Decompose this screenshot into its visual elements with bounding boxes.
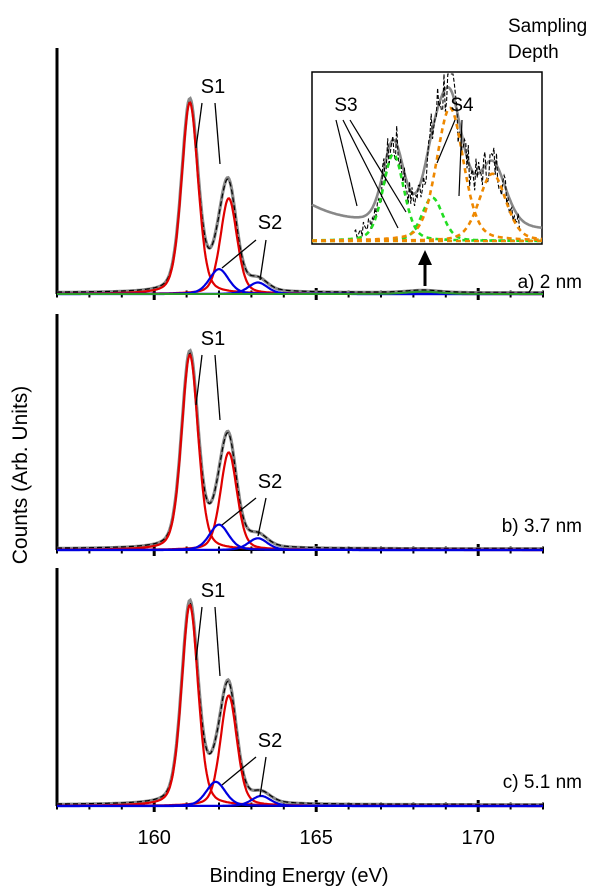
x-tick-label: 165 xyxy=(300,827,333,849)
inset-leader-line xyxy=(436,119,456,164)
raw-data-curve xyxy=(57,100,543,293)
s2-label: S2 xyxy=(258,212,282,234)
s1-label: S1 xyxy=(201,328,225,350)
inset-leader-line xyxy=(458,119,463,197)
sampling-depth-label-line1: Sampling xyxy=(508,16,587,37)
x-tick-label: 160 xyxy=(138,827,171,849)
leader-line xyxy=(195,354,203,406)
leader-line xyxy=(259,756,267,797)
raw-data-curve xyxy=(57,352,543,549)
s2-component-2 xyxy=(57,794,543,808)
s1-component-2 xyxy=(57,694,543,808)
leader-line xyxy=(195,102,203,149)
inset-raw-data xyxy=(354,73,522,239)
depth-label: b) 3.7 nm xyxy=(502,516,582,537)
s3-label: S3 xyxy=(334,95,357,116)
leader-line xyxy=(221,239,257,269)
leader-line xyxy=(257,497,267,537)
s4-label: S4 xyxy=(450,95,474,116)
envelope-curve xyxy=(57,597,543,807)
depth-label: c) 5.1 nm xyxy=(503,772,582,793)
leader-line xyxy=(221,756,257,786)
y-axis-label: Counts (Arb. Units) xyxy=(9,386,32,565)
sampling-depth-label-line2: Depth xyxy=(508,42,559,63)
s1-label: S1 xyxy=(201,76,225,98)
s2-component-2 xyxy=(57,537,543,552)
s2-label: S2 xyxy=(258,471,282,493)
leader-line xyxy=(214,102,221,165)
inset-leader-line xyxy=(335,119,358,207)
inset-arrow-head xyxy=(418,250,432,265)
leader-line xyxy=(195,606,203,661)
raw-data-curve xyxy=(57,601,543,805)
leader-line xyxy=(214,606,221,677)
s1-component-1 xyxy=(57,603,543,808)
minor-peak xyxy=(57,290,543,295)
leader-line xyxy=(221,497,257,526)
inset-leader-line xyxy=(342,119,399,229)
s1-component-2 xyxy=(57,451,543,552)
s1-label: S1 xyxy=(201,580,225,602)
x-axis-label: Binding Energy (eV) xyxy=(210,865,389,887)
inset-leader-line xyxy=(349,119,407,213)
panel-a: S1 S2 a) 2 nm S3 S4 xyxy=(55,48,582,300)
panel-b: S1 S2 b) 3.7 nm xyxy=(55,314,582,556)
envelope-curve xyxy=(57,348,543,551)
leader-line xyxy=(259,239,267,281)
x-tick-label: 170 xyxy=(462,827,495,849)
depth-label: a) 2 nm xyxy=(518,272,582,293)
inset-envelope-curve xyxy=(311,85,543,230)
panel-c: 160 165 170 S1 S2 c) 5.1 nm xyxy=(55,568,582,849)
s2-label: S2 xyxy=(258,730,282,752)
s1-component-1 xyxy=(57,353,543,552)
inset: S3 S4 xyxy=(311,71,543,286)
leader-line xyxy=(214,354,221,421)
